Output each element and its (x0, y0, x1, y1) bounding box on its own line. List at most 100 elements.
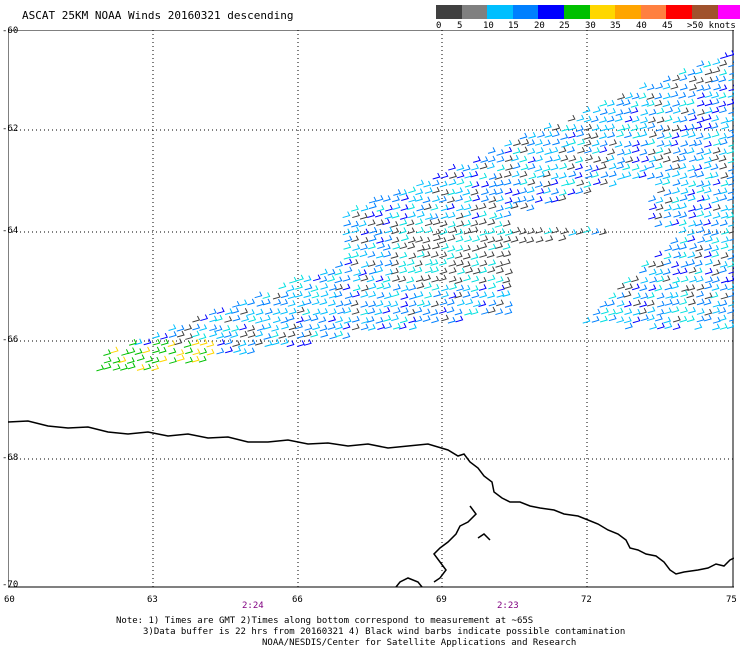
wind-barb (672, 323, 681, 331)
wind-barb (408, 300, 417, 308)
wind-barb (176, 324, 185, 332)
wind-barb (711, 75, 719, 83)
graticule (8, 30, 734, 587)
wind-barb (502, 220, 511, 227)
wind-barb (359, 250, 368, 258)
wind-barb (726, 172, 734, 180)
wind-barb (726, 98, 734, 106)
wind-barb (327, 275, 336, 282)
wind-barb (480, 235, 489, 243)
wind-barb (487, 306, 496, 314)
wind-barb (560, 154, 569, 162)
wind-barb (671, 298, 680, 306)
wind-barb (711, 219, 719, 227)
wind-barb (719, 106, 727, 114)
wind-barb (704, 140, 712, 148)
wind-barb (310, 285, 319, 292)
wind-barb (727, 115, 734, 123)
wind-barb (672, 187, 680, 194)
wind-barb (342, 283, 351, 291)
wind-barb (703, 298, 712, 306)
wind-map-plot (8, 30, 734, 588)
wind-barb (367, 251, 376, 258)
wind-barb (654, 162, 663, 170)
wind-barb (352, 290, 360, 298)
wind-barb (446, 306, 455, 314)
wind-barb (256, 299, 265, 307)
wind-barb (351, 323, 360, 331)
wind-barb (273, 298, 282, 306)
wind-barb (328, 315, 337, 323)
wind-barb (721, 122, 730, 130)
wind-barb (575, 228, 584, 235)
wind-barb (176, 330, 185, 338)
wind-barb (646, 299, 655, 307)
wind-barb (342, 332, 351, 340)
wind-barb (448, 178, 457, 186)
wind-barb (431, 283, 440, 291)
wind-barb (696, 210, 705, 218)
note-line: NOAA/NESDIS/Center for Satellite Applica… (262, 638, 577, 648)
wind-barb (224, 316, 233, 323)
wind-barb (656, 275, 665, 283)
wind-barb (590, 115, 599, 123)
legend-swatch (589, 5, 616, 19)
wind-barb (430, 203, 439, 211)
wind-barb (392, 242, 401, 250)
wind-barb (360, 308, 369, 316)
wind-barb (631, 115, 640, 123)
wind-barb (446, 298, 455, 306)
wind-barb (711, 196, 720, 204)
wind-barb (544, 148, 553, 156)
wind-barb (192, 323, 201, 331)
wind-barb (312, 274, 321, 282)
wind-barb (681, 107, 689, 115)
legend-label: >50 knots (687, 21, 736, 31)
map-title: ASCAT 25KM NOAA Winds 20160321 descendin… (22, 9, 294, 22)
wind-barb (502, 290, 511, 297)
wind-barb (391, 290, 400, 298)
wind-barb (430, 251, 439, 258)
wind-barb (542, 170, 551, 178)
wind-barb (726, 322, 734, 330)
wind-barb (152, 346, 161, 354)
wind-barb (703, 203, 712, 210)
wind-barb (398, 260, 407, 268)
wind-barb (415, 291, 424, 298)
wind-barb (246, 309, 255, 316)
wind-barb (400, 285, 409, 292)
wind-barb (103, 356, 112, 364)
wind-barb (703, 180, 711, 188)
wind-barb (703, 133, 712, 140)
wind-barb (703, 186, 712, 194)
wind-barb (718, 155, 727, 162)
wind-barb (560, 227, 569, 235)
wind-barb (409, 292, 417, 300)
wind-barb (495, 276, 504, 283)
wind-barb (481, 180, 490, 188)
wind-barb (504, 146, 513, 154)
wind-barb (264, 340, 273, 347)
wind-barb (561, 140, 570, 148)
wind-barb (607, 148, 616, 156)
wind-barb (616, 148, 625, 156)
wind-barb (447, 188, 456, 196)
wind-barb (719, 132, 727, 140)
wind-barb (296, 316, 304, 324)
wind-barb (415, 275, 424, 283)
wind-barb (416, 226, 425, 234)
wind-barb (688, 266, 697, 274)
wind-barb (183, 341, 192, 348)
legend-label: 25 (559, 21, 570, 31)
wind-barb (550, 146, 559, 154)
wind-barb (407, 236, 416, 244)
wind-barb (335, 330, 344, 338)
wind-barb (280, 307, 289, 315)
wind-barb (679, 148, 688, 156)
wind-barb (464, 180, 473, 188)
legend-swatch (666, 5, 692, 19)
wind-barb (126, 357, 135, 364)
wind-barb (303, 275, 312, 283)
wind-barb (255, 308, 264, 316)
wind-barb (495, 235, 504, 243)
